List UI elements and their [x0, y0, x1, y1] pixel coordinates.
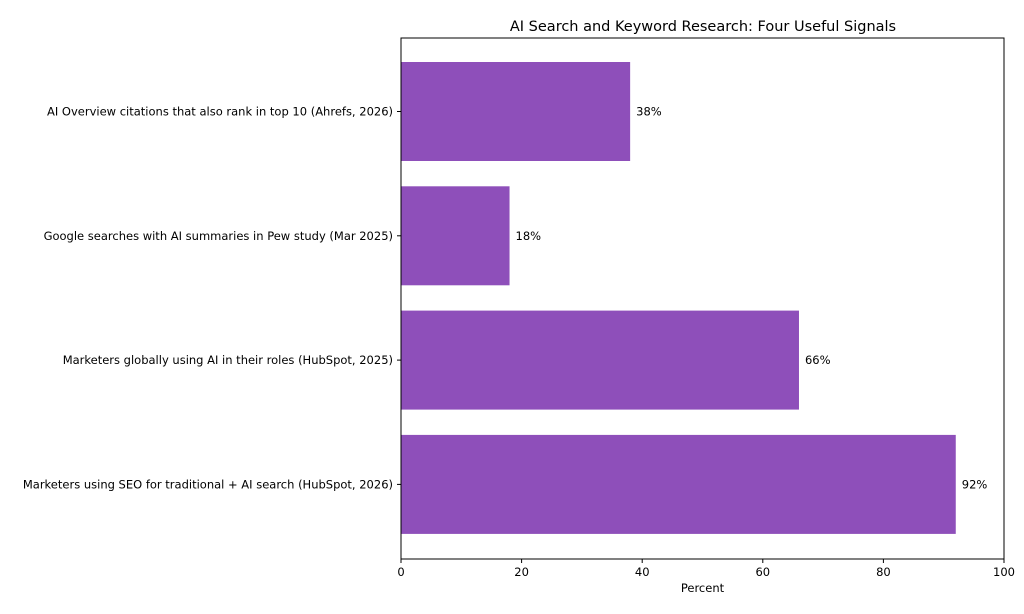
x-tick-label: 40	[635, 565, 650, 579]
data-labels: 38% 18% 66% 92%	[516, 105, 988, 492]
plot-frame	[400, 37, 1005, 560]
data-label: 38%	[636, 105, 662, 119]
category-label: Marketers using SEO for traditional + AI…	[23, 477, 393, 491]
x-tick-label: 80	[876, 565, 891, 579]
bars-layer	[401, 62, 956, 534]
data-label: 18%	[516, 229, 542, 243]
x-tick-label: 20	[514, 565, 529, 579]
bar-1	[401, 62, 631, 161]
x-tick-label: 0	[397, 565, 404, 579]
x-tick-label: 100	[993, 565, 1015, 579]
category-label: Google searches with AI summaries in Pew…	[44, 229, 393, 243]
category-label: AI Overview citations that also rank in …	[47, 105, 393, 119]
data-label: 92%	[962, 477, 988, 491]
x-axis: 0 20 40 60 80 100	[397, 559, 1015, 579]
data-label: 66%	[805, 353, 831, 367]
category-label: Marketers globally using AI in their rol…	[63, 353, 393, 367]
bar-4	[401, 434, 956, 534]
chart-title: AI Search and Keyword Research: Four Use…	[510, 19, 896, 35]
category-labels: AI Overview citations that also rank in …	[23, 105, 401, 491]
x-tick-label: 60	[755, 565, 770, 579]
bar-3	[401, 310, 799, 410]
bar-2	[401, 186, 510, 286]
x-axis-label: Percent	[681, 581, 725, 595]
